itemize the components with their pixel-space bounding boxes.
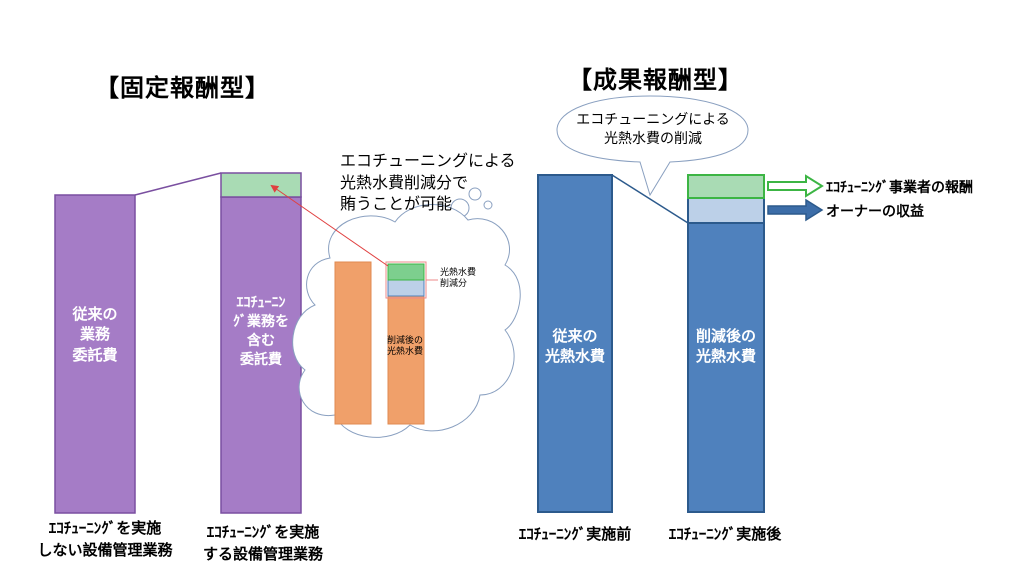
cloud-savings-label: 光熱水費 削減分 (440, 268, 477, 290)
thought-text: エコチューニングによる 光熱水費削減分で 賄うことが可能 (340, 151, 516, 214)
arrow-blue-label: オーナーの収益 (826, 204, 924, 220)
red-arrow (270, 184, 389, 267)
left-caption2: ｴｺﾁｭｰﾆﾝｸﾞを実施 する設備管理業務 (202, 523, 323, 563)
left-bar-traditional (54, 194, 136, 514)
thought-trail-2 (483, 200, 493, 210)
thought-trail-1 (468, 187, 482, 201)
right-caption1: ｴｺﾁｭｰﾆﾝｸﾞ実施前 (518, 525, 632, 543)
right-bar-after-blue (687, 197, 765, 224)
arrow-green (767, 174, 824, 198)
cloud-bar-right (387, 295, 425, 425)
left-bar-eco-top (220, 172, 302, 198)
cloud-bar-right-green (387, 263, 425, 281)
speech-bubble (556, 95, 749, 197)
arrow-green-label: ｴｺﾁｭｰﾆﾝｸﾞ事業者の報酬 (826, 180, 973, 196)
left-connector-line (134, 172, 222, 196)
arrow-blue (767, 198, 824, 222)
left-bar1-label: 従来の 業務 委託費 (72, 305, 118, 364)
left-caption1: ｴｺﾁｭｰﾆﾝｸﾞを実施 しない設備管理業務 (37, 519, 173, 559)
left-title: 【固定報酬型】 (95, 74, 270, 102)
right-bar1-label: 従来の 光熱水費 (544, 327, 605, 366)
speech-bubble-text: エコチューニングによる 光熱水費の削減 (576, 112, 730, 147)
left-bar2-label: ｴｺﾁｭｰﾆﾝ ｸﾞ業務を 含む 委託費 (233, 295, 289, 368)
cloud-bar-left (334, 261, 372, 425)
right-connector-line (611, 174, 689, 224)
right-bar-after-main (687, 222, 765, 513)
cloud-bar-label: 削減後の 光熱水費 (386, 336, 423, 358)
right-bar2-label: 削減後の 光熱水費 (695, 327, 756, 366)
right-caption2: ｴｺﾁｭｰﾆﾝｸﾞ実施後 (668, 525, 782, 543)
right-bar-before (537, 174, 613, 513)
right-bar-after-green (687, 174, 765, 199)
cloud-bar-right-blue (387, 279, 425, 297)
left-bar-eco-main (220, 196, 302, 514)
right-title: 【成果報酬型】 (568, 66, 743, 94)
